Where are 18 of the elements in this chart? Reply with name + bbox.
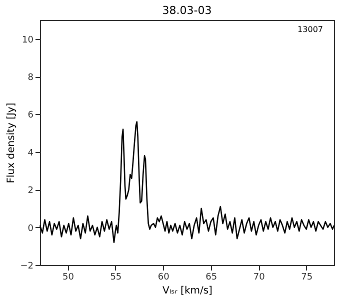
- y-tick-label: 8: [28, 73, 34, 84]
- x-tick-label: 70: [253, 272, 266, 282]
- y-axis-title: Flux density [Jy]: [6, 102, 18, 184]
- y-tick-label: 4: [28, 148, 34, 158]
- x-tick-label: 50: [62, 272, 74, 282]
- line-series: [39, 121, 335, 244]
- y-tick-label: −2: [20, 262, 34, 272]
- y-tick-label: 0: [28, 224, 34, 234]
- chart-title: 38.03-03: [162, 4, 212, 17]
- annotation: 13007: [298, 25, 323, 34]
- x-axis-title: Vₗₛᵣ [km/s]: [162, 286, 213, 296]
- x-tick-label: 60: [158, 272, 170, 282]
- x-tick-label: 75: [301, 272, 313, 282]
- y-tick-label: 2: [28, 186, 34, 196]
- y-tick-label: 6: [28, 110, 34, 121]
- y-tick-label: 10: [22, 35, 34, 46]
- x-tick-label: 65: [206, 272, 218, 282]
- x-tick-label: 55: [110, 272, 122, 282]
